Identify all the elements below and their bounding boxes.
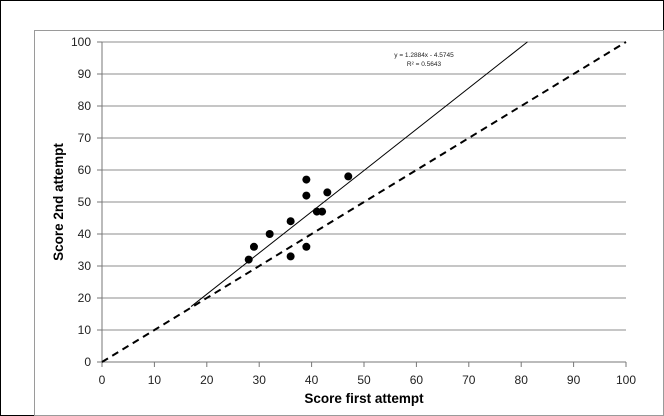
y-tick-label: 50: [78, 195, 92, 209]
x-tick-label: 50: [357, 373, 371, 387]
data-point: [302, 175, 311, 184]
data-point: [286, 217, 295, 226]
y-tick-label: 0: [84, 355, 91, 369]
y-tick-label: 90: [78, 67, 92, 81]
y-tick-label: 100: [71, 35, 91, 49]
scatter-points: [244, 172, 353, 264]
data-point: [302, 242, 311, 251]
y-tick-label: 10: [78, 323, 92, 337]
x-tick-label: 0: [99, 373, 106, 387]
data-point: [344, 172, 353, 181]
x-tick-label: 30: [253, 373, 267, 387]
data-point: [286, 252, 295, 261]
r-squared-label: R² = 0.5643: [407, 61, 442, 68]
identity-line: [101, 41, 627, 363]
x-tick-label: 100: [616, 373, 636, 387]
chart-area-border: [34, 30, 664, 416]
data-point: [323, 188, 332, 197]
y-tick-label: 70: [78, 131, 92, 145]
x-tick-label: 90: [567, 373, 581, 387]
data-point: [244, 255, 253, 264]
y-tick-label: 20: [78, 291, 92, 305]
x-tick-label: 10: [148, 373, 162, 387]
y-axis-title: Score 2nd attempt: [51, 143, 66, 261]
axes: [97, 41, 627, 367]
y-tick-label: 40: [78, 227, 92, 241]
gridlines: [102, 41, 626, 331]
y-tick-labels: 0 10 20 30 40 50 60 70 80 90 100: [71, 35, 91, 369]
x-axis-title: Score first attempt: [304, 391, 424, 406]
data-point: [302, 191, 311, 200]
y-tick-label: 60: [78, 163, 92, 177]
y-tick-label: 80: [78, 99, 92, 113]
data-point: [249, 242, 258, 251]
x-tick-labels: 0 10 20 30 40 50 60 70 80 90 100: [99, 373, 637, 387]
x-tick-label: 60: [410, 373, 424, 387]
data-point: [265, 230, 274, 238]
trendline-equation: y = 1.2884x - 4.5745: [394, 52, 454, 59]
data-point: [318, 207, 327, 216]
x-tick-label: 80: [515, 373, 529, 387]
x-tick-label: 20: [200, 373, 214, 387]
y-tick-label: 30: [78, 259, 92, 273]
x-tick-label: 70: [462, 373, 476, 387]
x-tick-label: 40: [305, 373, 319, 387]
